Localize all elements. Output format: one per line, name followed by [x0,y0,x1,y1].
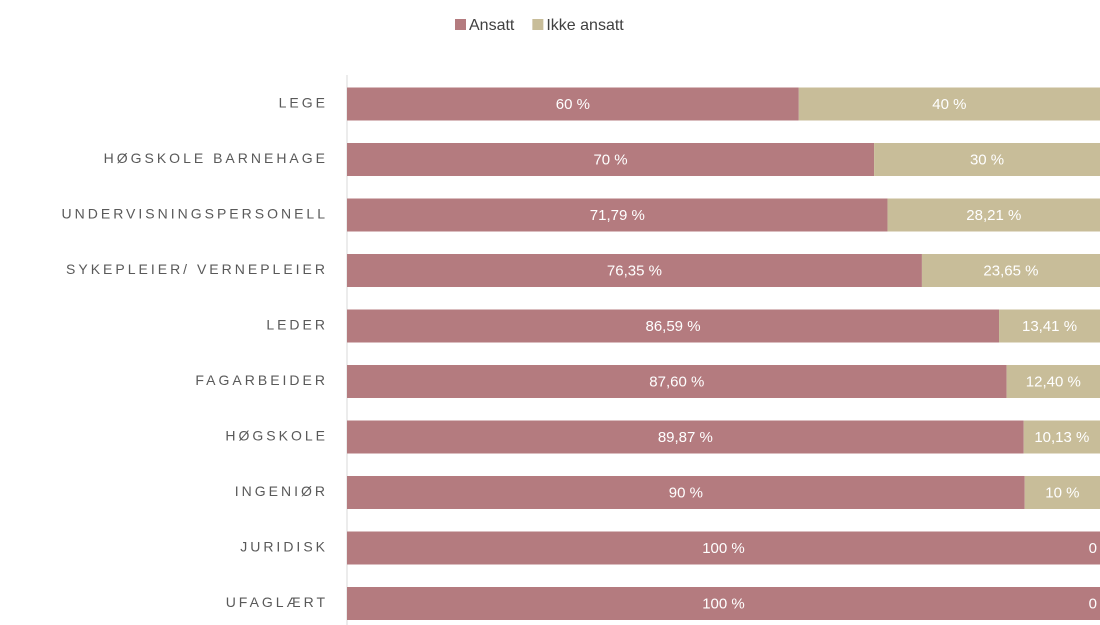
category-label: UFAGLÆRT [226,594,328,610]
value-label: 86,59 % [645,318,700,335]
bar-segment [874,143,1100,176]
value-label: 10 % [1045,484,1079,501]
legend-label: Ikke ansatt [546,17,624,34]
category-label: HØGSKOLE [225,428,328,444]
bar-segment [347,254,922,287]
bar-segment [347,365,1007,398]
bar-segment [921,254,1100,287]
bar-segment [999,309,1100,343]
value-label: 70 % [593,151,627,168]
value-label: 23,65 % [983,262,1038,279]
bar-segment [347,587,1100,620]
bar-segment [347,420,1024,454]
value-label: 87,60 % [649,373,704,390]
bar-segment [887,198,1100,232]
bar-segment [347,309,1000,343]
value-label: 0 [1089,540,1097,557]
legend-swatch [455,19,466,30]
bar-segment [1023,420,1100,454]
category-label: LEGE [279,95,328,111]
category-label: UNDERVISNINGSPERSONELL [62,206,328,222]
bar-segment [347,198,888,232]
bar-segment [347,531,1100,565]
value-label: 28,21 % [966,207,1021,224]
bar-segment [347,87,799,121]
value-label: 89,87 % [658,429,713,446]
category-label: HØGSKOLE BARNEHAGE [104,150,328,166]
bar-segment [1024,476,1100,509]
category-label: JURIDISK [240,539,328,555]
value-label: 71,79 % [590,207,645,224]
legend-swatch [532,19,544,30]
value-label: 10,13 % [1034,429,1089,446]
value-label: 13,41 % [1022,318,1077,335]
value-label: 100 % [702,595,745,612]
category-label: FAGARBEIDER [195,372,328,388]
category-label: LEDER [266,317,328,333]
category-label: INGENIØR [235,483,328,499]
category-label: SYKEPLEIER/ VERNEPLEIER [66,261,328,277]
value-label: 0 [1089,595,1097,612]
bar-segment [347,476,1025,509]
value-label: 30 % [970,151,1004,168]
value-label: 12,40 % [1026,373,1081,390]
value-label: 40 % [932,96,966,113]
legend-label: Ansatt [469,17,515,34]
bar-segment [798,87,1100,121]
value-label: 100 % [702,540,745,557]
value-label: 60 % [556,96,590,113]
value-label: 76,35 % [607,262,662,279]
bar-segment [347,143,875,176]
value-label: 90 % [669,484,703,501]
bar-segment [1006,365,1100,398]
